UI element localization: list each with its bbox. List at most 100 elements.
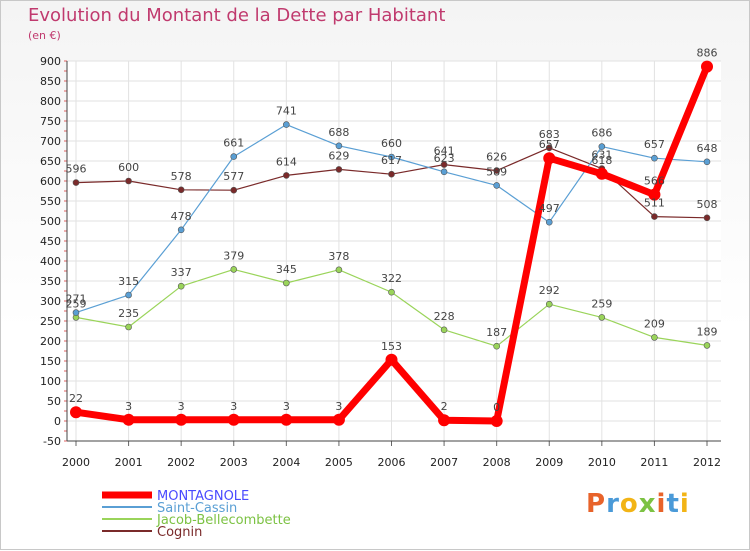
data-label: 660 <box>381 137 402 150</box>
data-label: 626 <box>486 151 507 164</box>
data-point <box>493 182 500 189</box>
logo-letter: P <box>586 489 607 519</box>
y-tick-label: 600 <box>40 175 61 188</box>
data-point <box>388 288 395 296</box>
y-tick-label: 300 <box>40 295 61 308</box>
data-label: 189 <box>697 325 718 338</box>
data-label: 629 <box>328 149 349 162</box>
data-point <box>230 186 238 194</box>
data-label: 3 <box>335 400 342 413</box>
data-label: 259 <box>591 297 612 310</box>
y-tick-label: 450 <box>40 235 61 248</box>
x-tick-label: 2007 <box>430 456 458 469</box>
data-point <box>440 326 448 334</box>
logo-letter: r <box>606 489 620 519</box>
legend-label: Jacob-Bellecombette <box>156 513 291 528</box>
data-point <box>440 161 448 168</box>
plot-area <box>67 61 721 441</box>
data-label: 209 <box>644 317 665 330</box>
data-label: 618 <box>591 154 612 167</box>
data-label: 0 <box>493 401 500 414</box>
data-point <box>598 314 606 321</box>
data-point <box>335 266 343 274</box>
data-label: 596 <box>66 163 87 176</box>
y-tick-label: 400 <box>40 255 61 268</box>
data-label: 566 <box>644 175 665 188</box>
logo-letter: x <box>638 489 657 519</box>
y-tick-label: 350 <box>40 275 61 288</box>
data-label: 886 <box>697 47 718 60</box>
x-tick-label: 2006 <box>378 456 406 469</box>
data-label: 3 <box>230 400 237 413</box>
x-tick-label: 2002 <box>167 456 195 469</box>
chart-unit: (en €) <box>28 29 61 42</box>
data-label: 259 <box>66 297 87 310</box>
data-point <box>545 144 553 152</box>
data-label: 292 <box>539 284 560 297</box>
data-point <box>703 342 711 349</box>
data-label: 648 <box>697 142 718 155</box>
data-label: 345 <box>276 263 297 276</box>
y-tick-label: 750 <box>40 115 61 128</box>
data-point <box>335 166 343 173</box>
data-label: 235 <box>118 307 139 320</box>
x-tick-label: 2001 <box>115 456 143 469</box>
data-label: 478 <box>171 210 192 223</box>
data-label: 657 <box>644 138 665 151</box>
legend-label: Saint-Cassin <box>157 501 237 516</box>
data-point <box>177 226 185 234</box>
y-tick-label: 650 <box>40 155 61 168</box>
data-label: 153 <box>381 340 402 353</box>
data-point <box>651 154 658 162</box>
data-point <box>283 172 290 179</box>
data-label: 22 <box>69 392 83 405</box>
data-point <box>595 167 608 180</box>
data-point <box>280 413 293 426</box>
x-tick-label: 2003 <box>220 456 248 469</box>
data-point <box>125 177 132 185</box>
y-tick-label: 250 <box>40 315 61 328</box>
data-label: 3 <box>178 400 185 413</box>
data-point <box>122 413 135 426</box>
data-label: 322 <box>381 272 402 285</box>
y-tick-label: 850 <box>40 75 61 88</box>
y-tick-label: 800 <box>40 95 61 108</box>
data-label: 228 <box>434 310 455 323</box>
proxiti-logo: Proxiti <box>586 489 690 519</box>
data-label: 617 <box>381 154 402 167</box>
data-point <box>175 413 188 426</box>
x-tick-label: 2012 <box>693 456 721 469</box>
data-point <box>651 213 658 220</box>
data-point <box>227 413 240 426</box>
logo-letter: o <box>619 489 639 519</box>
logo-letter: t <box>666 489 680 519</box>
data-point <box>648 188 661 201</box>
x-tick-label: 2008 <box>483 456 511 469</box>
data-label: 508 <box>697 198 718 211</box>
data-label: 641 <box>434 145 455 158</box>
logo-letter: i <box>656 489 667 519</box>
data-point <box>703 214 711 222</box>
data-point <box>701 60 713 73</box>
data-label: 688 <box>328 126 349 139</box>
data-label: 589 <box>486 165 507 178</box>
data-label: 600 <box>118 161 139 174</box>
data-label: 3 <box>283 400 290 413</box>
legend-label: Cognin <box>157 525 202 540</box>
data-point <box>283 279 290 287</box>
data-label: 741 <box>276 105 297 118</box>
y-tick-label: 550 <box>40 195 61 208</box>
y-tick-label: 200 <box>40 335 61 348</box>
data-point <box>230 266 238 273</box>
x-tick-label: 2004 <box>272 456 300 469</box>
data-label: 497 <box>539 202 560 215</box>
data-point <box>545 300 553 308</box>
y-tick-label: 500 <box>40 215 61 228</box>
logo-letter: i <box>679 489 690 519</box>
data-point <box>72 309 80 316</box>
data-label: 187 <box>486 326 507 339</box>
data-point <box>703 158 711 166</box>
data-point <box>545 218 553 226</box>
